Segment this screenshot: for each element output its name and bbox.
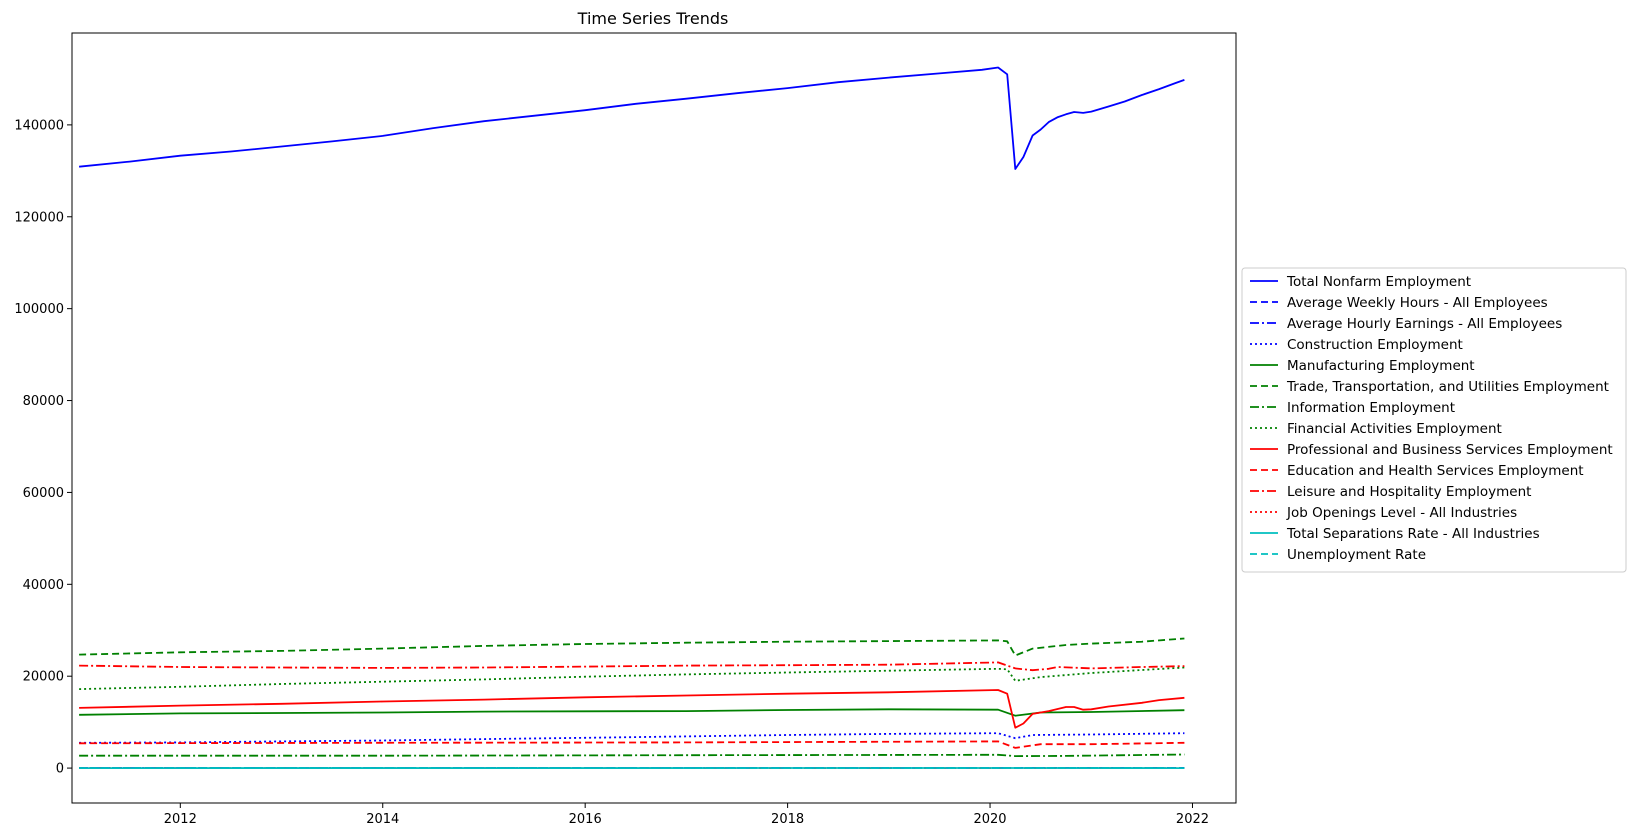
legend-label-total-nonfarm-employment: Total Nonfarm Employment <box>1286 274 1471 290</box>
legend-label-average-hourly-earnings-all-employees: Average Hourly Earnings - All Employees <box>1287 316 1562 332</box>
series-line-trade-transportation-and-utilities-employment <box>79 637 1185 657</box>
legend-label-job-openings-level-all-industries: Job Openings Level - All Industries <box>1286 505 1517 521</box>
chart-title: Time Series Trends <box>577 9 729 28</box>
y-tick-label: 60000 <box>23 486 64 501</box>
legend-label-unemployment-rate: Unemployment Rate <box>1287 547 1426 563</box>
legend-label-leisure-and-hospitality-employment: Leisure and Hospitality Employment <box>1287 484 1531 500</box>
series-line-professional-and-business-services-employment <box>79 689 1185 729</box>
series-line-information-employment <box>79 753 1185 757</box>
x-tick-label: 2022 <box>1176 812 1209 827</box>
legend: Total Nonfarm Employment Average Weekly H… <box>1241 267 1627 573</box>
y-tick-label: 40000 <box>23 578 64 593</box>
x-tick-label: 2016 <box>569 812 602 827</box>
series-line-construction-employment <box>79 732 1185 744</box>
legend-label-education-and-health-services-employment: Education and Health Services Employment <box>1287 463 1584 479</box>
x-tick-label: 2012 <box>164 812 197 827</box>
series-line-total-nonfarm-employment <box>79 66 1185 170</box>
legend-label-manufacturing-employment: Manufacturing Employment <box>1287 358 1475 374</box>
legend-label-average-weekly-hours-all-employees: Average Weekly Hours - All Employees <box>1287 295 1548 311</box>
legend-label-total-separations-rate-all-industries: Total Separations Rate - All Industries <box>1286 526 1540 542</box>
plot-frame <box>71 32 1237 804</box>
legend-label-construction-employment: Construction Employment <box>1287 337 1463 353</box>
x-tick-label: 2014 <box>366 812 399 827</box>
series-line-financial-activities-employment <box>79 666 1185 690</box>
x-tick-label: 2020 <box>973 812 1006 827</box>
legend-label-professional-and-business-services-employment: Professional and Business Services Emplo… <box>1287 442 1613 458</box>
x-tick-label: 2018 <box>771 812 804 827</box>
legend-box <box>1241 267 1627 573</box>
y-tick-label: 100000 <box>14 302 64 317</box>
x-axis: 2012 2014 2016 2018 2020 2022 <box>164 803 1209 827</box>
legend-label-information-employment: Information Employment <box>1287 400 1455 416</box>
y-tick-label: 20000 <box>23 670 64 685</box>
y-tick-label: 0 <box>56 762 64 777</box>
series-lines <box>79 66 1185 769</box>
legend-label-trade-transportation-and-utilities-employment: Trade, Transportation, and Utilities Emp… <box>1286 379 1609 395</box>
series-line-education-and-health-services-employment <box>79 740 1185 749</box>
y-axis: 0 20000 40000 60000 80000 100000 120000 140000 <box>14 118 72 777</box>
series-line-leisure-and-hospitality-employment <box>79 661 1185 672</box>
legend-label-financial-activities-employment: Financial Activities Employment <box>1287 421 1502 437</box>
y-tick-label: 80000 <box>23 394 64 409</box>
y-tick-label: 120000 <box>14 210 64 225</box>
y-tick-label: 140000 <box>14 118 64 133</box>
